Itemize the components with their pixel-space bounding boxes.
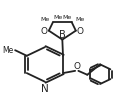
Text: Me: Me xyxy=(40,17,50,22)
Text: Me: Me xyxy=(53,15,62,20)
Text: Me: Me xyxy=(75,17,84,22)
Text: Me: Me xyxy=(62,15,72,20)
Text: O: O xyxy=(41,27,48,36)
Text: N: N xyxy=(41,83,49,93)
Text: O: O xyxy=(77,27,84,36)
Text: O: O xyxy=(73,62,80,71)
Text: Me: Me xyxy=(3,45,14,54)
Text: B: B xyxy=(59,30,66,40)
